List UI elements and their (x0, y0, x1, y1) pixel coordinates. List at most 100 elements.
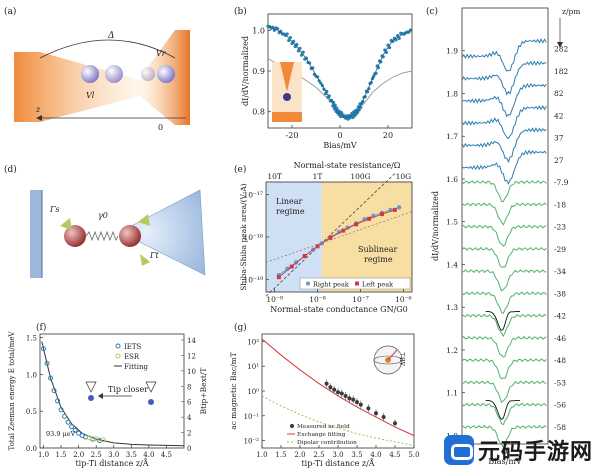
trace-label: 282 (554, 45, 569, 54)
region-label: regime (276, 207, 305, 216)
x-tick-label: 1.5 (275, 451, 286, 459)
region-label: Linear (276, 197, 303, 206)
trace-line (461, 127, 547, 164)
data-point-measured (381, 415, 386, 420)
trace-label: -56 (554, 401, 566, 410)
x-tick-label: 1.5 (56, 451, 67, 459)
annotation-arrowhead (98, 393, 103, 399)
y-right-tick-label: 14 (187, 337, 196, 345)
data-point-measured (285, 32, 289, 36)
y-tick-label: 1.4 (446, 260, 458, 269)
trace-label: 182 (554, 67, 569, 76)
tip-icon (85, 381, 97, 393)
legend-marker-measured (290, 424, 294, 428)
data-point-left-peak (328, 235, 333, 240)
chart-c: 282 182 82 42 37 27 -7.9 -18 -23 -29 -34 -38 -42 -46 -… (431, 7, 580, 466)
data-point-measured (351, 397, 356, 402)
y-axis-title: ac magnetic Bac/mT (229, 352, 238, 430)
trace-label: -53 (554, 378, 566, 387)
watermark-text: 元码手游网 (478, 440, 594, 465)
trace-line (461, 358, 547, 380)
y-tick-label: 0.0 (26, 445, 37, 453)
y-tick-label: 10¹ (247, 363, 259, 371)
y-tick-label: 1.0 (26, 371, 37, 379)
x-tick-label: 1.0 (38, 451, 49, 459)
x-tick-label: 5.0 (408, 451, 419, 459)
substrate (30, 190, 42, 278)
trace-line (461, 246, 547, 268)
panel-label-d: (d) (4, 164, 17, 175)
spring (85, 230, 119, 242)
y-right-tick-label: 8 (187, 383, 191, 391)
x-axis-title: Bias/mV (488, 457, 522, 466)
fit-line (485, 399, 521, 420)
vl-label: Vl (86, 91, 95, 100)
x-tick-label: 3.5 (126, 451, 137, 459)
trace-label: -38 (554, 289, 566, 298)
trace-line (461, 180, 547, 203)
y-tick-label: 10⁻¹ (244, 413, 260, 421)
tip-icon (145, 381, 157, 393)
legend-label: Left peak (362, 281, 393, 289)
y-right-tick-label: 6 (187, 399, 192, 407)
data-point-iets (72, 427, 78, 433)
trace-line (461, 60, 547, 96)
atom-left (64, 225, 86, 247)
trace-line (461, 313, 547, 338)
legend-marker-esr (115, 353, 121, 359)
data-point-measured (324, 381, 329, 386)
x-axis-title: tip-Ti distance z/Å (75, 459, 148, 468)
y-axis-title: dI/dV/normalized (431, 191, 440, 261)
y-tick-label: 1.0 (252, 26, 265, 35)
x-tick-label: 10⁻⁹ (266, 295, 283, 304)
data-point-measured (393, 421, 397, 426)
y-tick-label: 10⁰ (247, 388, 259, 396)
trace-line (461, 224, 547, 247)
y-tick-label: 1.7 (446, 132, 458, 141)
triangle-marker (60, 218, 72, 230)
legend-marker-iets (115, 343, 121, 349)
legend-label: Right peak (313, 281, 349, 289)
y-tick-label: 1.3 (446, 303, 458, 312)
y-axis-title: dI/dV/normalized (241, 36, 250, 106)
legend-label: Fitting (124, 363, 148, 371)
data-point-iets (48, 375, 54, 381)
left-electrode (14, 52, 140, 122)
region-label: regime (364, 255, 393, 264)
data-point-left-peak (354, 222, 359, 227)
spin-ball (105, 65, 123, 83)
panel-label-f: (f) (36, 322, 46, 333)
diagram-a: Δ Vr Vl z 0 (14, 30, 190, 132)
x-tick-label: 10⁻⁷ (352, 295, 369, 304)
x-tick-label: 4.0 (370, 451, 381, 459)
x-tick-label: -20 (286, 131, 299, 140)
diagram-d: Γs γ0 Γt (30, 189, 206, 278)
region-label: Sublinear (358, 245, 398, 254)
trace-line (461, 402, 547, 426)
x-tick-label: 4.0 (143, 451, 154, 459)
inset-vector (387, 349, 398, 361)
trace-label: 42 (554, 111, 564, 120)
vr-label: Vr (156, 49, 167, 58)
y-tick-label: 0.8 (252, 108, 265, 117)
trace-label: -58 (554, 423, 566, 432)
x-axis-title: Bias/mV (323, 141, 357, 150)
trace-label: 27 (554, 156, 564, 165)
top-tick-label: 100G (350, 172, 370, 181)
x-tick-label: 0 (503, 447, 508, 456)
y-tick-label: 0.5 (26, 408, 37, 416)
y-tick-label: 1.9 (446, 47, 458, 56)
data-point-right-peak (285, 266, 290, 271)
region-linear (266, 182, 322, 292)
y-tick-label: 1.1 (446, 389, 458, 398)
atom-icon (148, 399, 154, 405)
data-point-iets (41, 346, 47, 352)
x-axis-title: Normal-state conductance GN/G0 (270, 305, 408, 314)
x-axis-title: tip-Ti distance z/Å (301, 459, 374, 468)
trace-line (461, 38, 547, 72)
trace-line (461, 291, 547, 314)
y-tick-label: 10⁻¹⁷ (243, 191, 263, 200)
data-point-iets (58, 407, 64, 413)
